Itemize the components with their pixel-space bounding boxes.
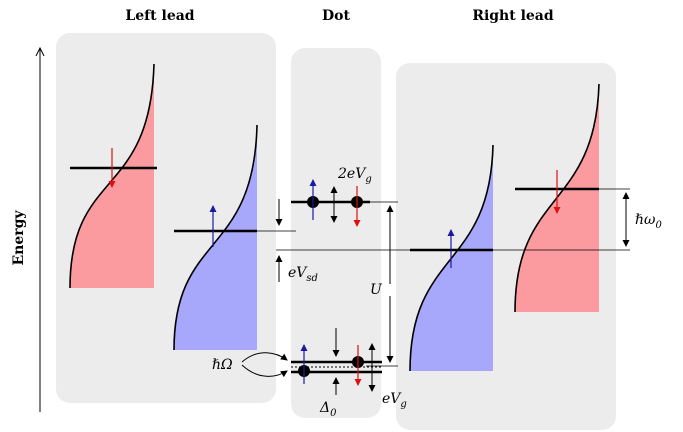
dot-header: Dot <box>322 8 350 24</box>
two-e-vg-label: 2eVg <box>337 166 372 185</box>
e-vg-label: eVg <box>382 391 407 410</box>
hbar-omega0-label: ℏω0 <box>635 212 662 231</box>
u-label: U <box>370 282 383 298</box>
right-lead-spin-up-fill <box>410 145 493 371</box>
delta0-label: Δ0 <box>319 400 337 419</box>
left-lead-spin-up-fill <box>174 125 257 350</box>
left-lead-spin-up-dos-curve <box>173 124 258 351</box>
left-lead-spin-down-fill <box>70 64 154 288</box>
e-vsd-label: eVsd <box>288 265 318 284</box>
hbar-big-omega-arrow-lower <box>241 364 288 378</box>
right-lead-spin-down-dos-curve <box>514 83 600 313</box>
energy-axis-label: Energy <box>11 210 27 266</box>
hbar-big-omega-label: ℏΩ <box>212 357 233 373</box>
left-lead-header: Left lead <box>125 8 194 24</box>
dot-panel <box>291 48 381 418</box>
hbar-big-omega-arrow-upper <box>241 352 288 363</box>
right-lead-spin-up-dos-curve <box>409 144 494 372</box>
right-lead-header: Right lead <box>472 8 554 24</box>
